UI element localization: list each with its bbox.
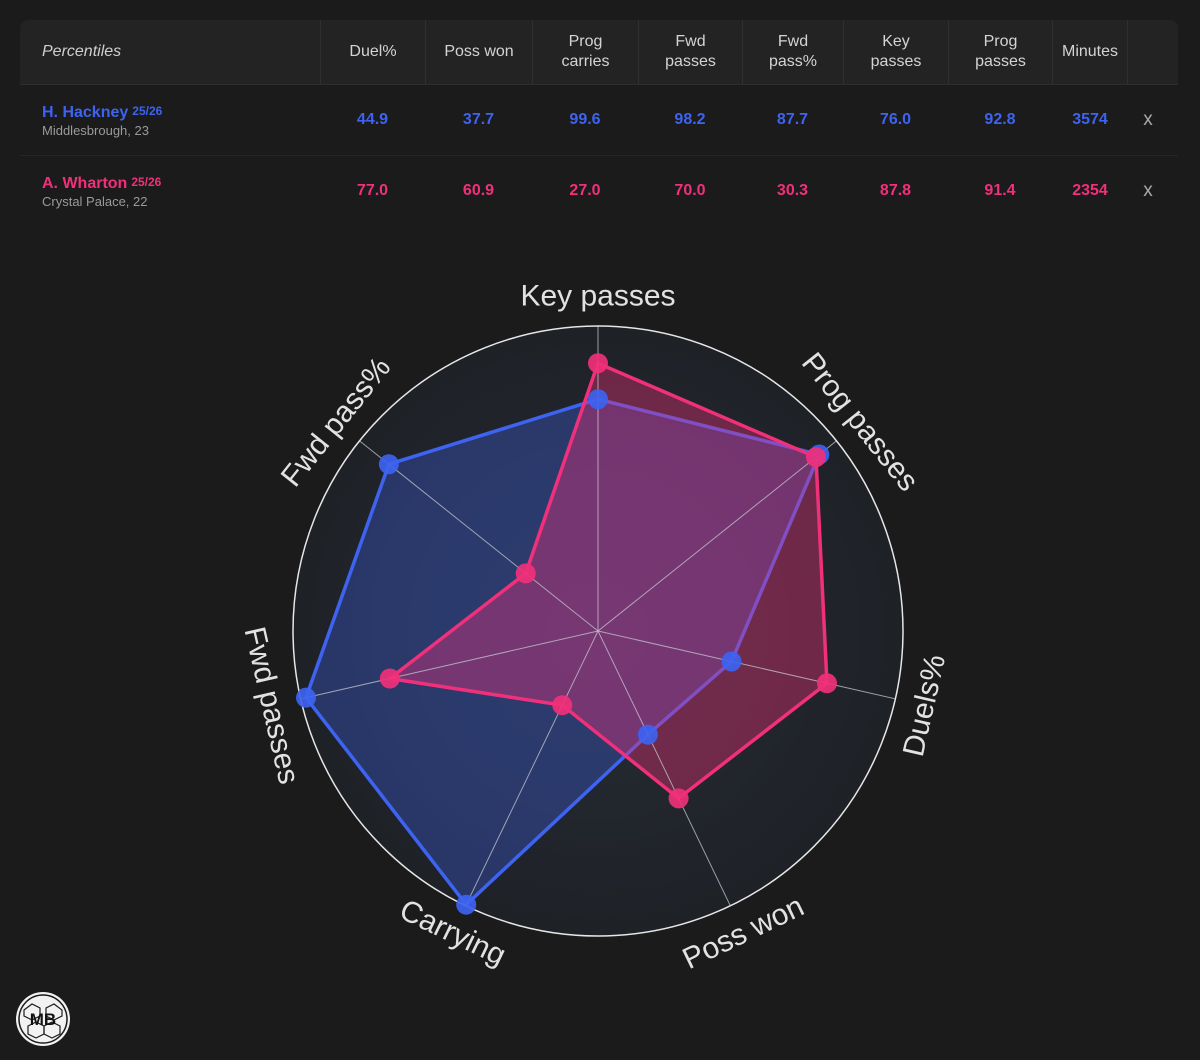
player-season: 25/26 bbox=[131, 175, 162, 189]
radar-point bbox=[456, 894, 477, 915]
table-cell: 98.2 bbox=[674, 111, 706, 128]
table-cell: 87.7 bbox=[776, 111, 809, 128]
radar-point bbox=[816, 673, 837, 694]
percentiles-table: Percentiles Duel% Poss won Prog carries Fwd… bbox=[20, 20, 1178, 226]
header-col-0[interactable]: Duel% bbox=[320, 20, 425, 84]
remove-player-button[interactable]: x bbox=[1143, 180, 1153, 201]
radar-point bbox=[721, 651, 742, 672]
radar-series-1-area bbox=[388, 361, 829, 801]
table-cell: 70.0 bbox=[674, 182, 706, 199]
table-row: H. Hackney 25/26 Middlesbrough, 23 44.9 37.7… bbox=[20, 85, 1178, 155]
radar-series-0-area bbox=[304, 397, 822, 907]
radar-spoke bbox=[300, 630, 599, 700]
radar-spoke bbox=[465, 630, 599, 907]
table-body: H. Hackney 25/26 Middlesbrough, 23 44.9 37.7… bbox=[20, 85, 1178, 226]
player-club: Middlesbrough, 23 bbox=[42, 123, 149, 138]
radar-point bbox=[668, 788, 689, 809]
radar-point bbox=[588, 353, 608, 374]
table-cell: 91.4 bbox=[984, 182, 1016, 199]
table-cell: 37.7 bbox=[462, 111, 495, 128]
table-cell: 87.8 bbox=[879, 182, 912, 199]
radar-point bbox=[378, 454, 399, 475]
player-name-text: A. Wharton bbox=[42, 175, 128, 192]
radar-outer-ring bbox=[292, 325, 904, 937]
player-name[interactable]: A. Wharton 25/26 bbox=[42, 175, 161, 193]
radar-point bbox=[805, 447, 826, 468]
table-cell: 30.3 bbox=[776, 182, 809, 199]
radar-point bbox=[637, 724, 658, 745]
table-cell: 76.0 bbox=[879, 111, 912, 128]
player-name-text: H. Hackney bbox=[42, 104, 129, 121]
player-name[interactable]: H. Hackney 25/26 bbox=[42, 104, 162, 122]
radar-point bbox=[552, 695, 573, 716]
table-cell: 2354 bbox=[1072, 182, 1108, 199]
table-cell: 60.9 bbox=[462, 182, 495, 199]
header-col-1[interactable]: Poss won bbox=[425, 20, 532, 84]
radar-point bbox=[379, 668, 400, 689]
mb-badge-icon: MB bbox=[14, 990, 72, 1048]
radar-point bbox=[295, 687, 316, 708]
header-col-4[interactable]: Fwd pass% bbox=[742, 20, 843, 84]
logo-text: MB bbox=[30, 1010, 56, 1029]
table-cell: 99.6 bbox=[569, 111, 601, 128]
player-club: Crystal Palace, 22 bbox=[42, 194, 148, 209]
header-percentiles: Percentiles bbox=[42, 43, 122, 60]
table-cell: 3574 bbox=[1072, 111, 1108, 128]
header-col-3[interactable]: Fwd passes bbox=[638, 20, 742, 84]
radar-spoke bbox=[359, 440, 599, 632]
header-col-5[interactable]: Key passes bbox=[843, 20, 948, 84]
radar-axis-label: Duels% bbox=[897, 651, 952, 759]
header-col-6[interactable]: Prog passes bbox=[948, 20, 1052, 84]
table-cell: 44.9 bbox=[356, 111, 389, 128]
player-season: 25/26 bbox=[132, 104, 163, 118]
radar-spoke bbox=[597, 630, 896, 700]
radar-point bbox=[515, 563, 536, 584]
radar-spoke bbox=[597, 440, 837, 632]
table-cell: 77.0 bbox=[356, 182, 389, 199]
radar-axis-label: Key passes bbox=[520, 280, 675, 313]
radar-point bbox=[588, 389, 608, 410]
radar-spoke bbox=[597, 630, 731, 907]
header-col-2[interactable]: Prog carries bbox=[532, 20, 638, 84]
table-cell: 27.0 bbox=[569, 182, 601, 199]
table-cell: 92.8 bbox=[984, 111, 1016, 128]
table-header: Percentiles Duel% Poss won Prog carries Fwd… bbox=[20, 20, 1178, 85]
header-col-7[interactable]: Minutes bbox=[1052, 20, 1128, 84]
table-row: A. Wharton 25/26 Crystal Palace, 22 77.0 60.… bbox=[20, 155, 1178, 226]
remove-player-button[interactable]: x bbox=[1143, 109, 1153, 130]
